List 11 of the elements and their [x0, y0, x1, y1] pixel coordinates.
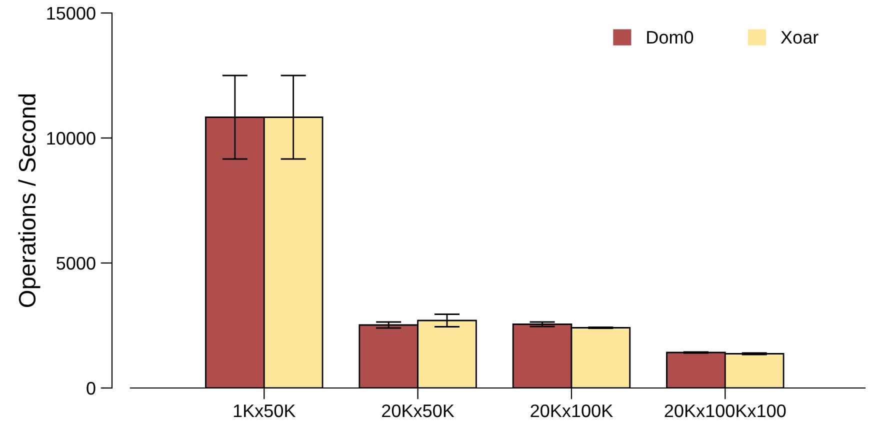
y-tick-label: 5000	[56, 256, 96, 270]
x-tick-label: 1Kx50K	[234, 404, 296, 418]
y-axis-title: Operations / Second	[18, 94, 40, 308]
x-tick-label: 20Kx100Kx100	[664, 404, 786, 418]
legend-label: Dom0	[647, 30, 694, 44]
y-tick-label: 10000	[47, 132, 96, 145]
y-tick-label: 0	[86, 382, 96, 395]
y-tick-label: 15000	[47, 6, 96, 20]
x-tick-label: 20Kx50K	[382, 404, 454, 418]
legend-label: Xoar	[780, 31, 818, 44]
x-tick-label: 20Kx100K	[530, 404, 613, 418]
